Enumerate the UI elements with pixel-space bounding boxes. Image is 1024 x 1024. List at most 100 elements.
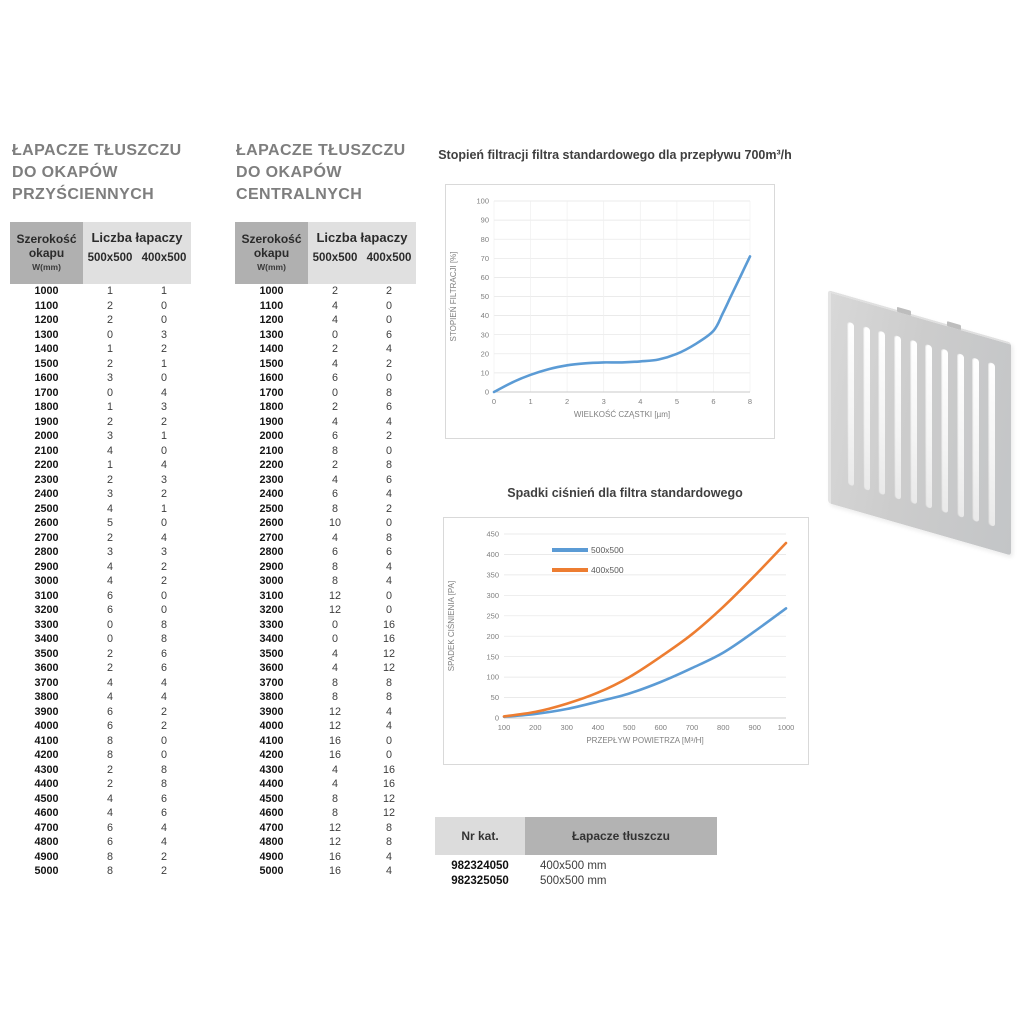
table-cell: 0 <box>386 517 393 529</box>
table-cell: 12 <box>383 647 396 660</box>
pressure-chart-svg: 0 50 100 150 200 250 300 350 400 450 100 200 300 400 5… <box>447 530 794 745</box>
table-row: 5000 16 4 <box>235 864 416 879</box>
table-row: 3200 6 0 <box>10 603 191 618</box>
table-cell: 2300 <box>259 473 284 486</box>
table-cell: 6 <box>106 604 113 616</box>
table-cell: 5000 <box>259 865 284 877</box>
table-cell: 8 <box>386 386 393 399</box>
table-row: 3300 0 16 <box>235 618 416 633</box>
header-unit: W(mm) <box>32 262 61 272</box>
table-cell: 4800 <box>259 836 284 848</box>
table-cell: 2 <box>106 647 113 660</box>
table-row: 4800 6 4 <box>10 835 191 850</box>
table-row: 1100 2 0 <box>10 299 191 314</box>
table-cell: 0 <box>386 444 393 457</box>
catalog-number-table: Nr kat. Łapacze tłuszczu 982324050 400x50… <box>435 817 717 889</box>
table-cell: 982324050 <box>451 860 509 872</box>
table-cell: 0 <box>386 604 393 616</box>
x-tick-label: 100 <box>498 723 511 732</box>
table-row: 1600 6 0 <box>235 371 416 386</box>
catalog-header-traps: Łapacze tłuszczu <box>525 817 717 855</box>
table-cell: 1200 <box>34 314 59 326</box>
table-cell: 2 <box>386 502 393 515</box>
table-cell: 4400 <box>34 778 59 790</box>
table-row: 2600 5 0 <box>10 516 191 531</box>
table-cell: 4 <box>106 792 113 805</box>
table-cell: 4 <box>106 575 113 587</box>
table-cell: 4 <box>386 488 393 500</box>
table-cell: 4200 <box>259 749 284 761</box>
table-cell: 12 <box>328 821 341 834</box>
table-row: 2500 4 1 <box>10 502 191 517</box>
table-cell: 2 <box>106 531 113 544</box>
table-cell: 8 <box>161 618 168 631</box>
table-cell: 4300 <box>259 763 284 776</box>
table-cell: 2000 <box>34 430 59 442</box>
filter-slot <box>893 334 901 500</box>
table-cell: 6 <box>106 720 113 732</box>
table-cell: 3 <box>106 488 113 500</box>
table-cell: 8 <box>331 792 338 805</box>
table-cell: 0 <box>386 314 393 326</box>
table-cell: 6 <box>106 836 113 848</box>
table-cell: 3 <box>106 546 113 558</box>
table-cell: 6 <box>331 546 338 558</box>
table-row: 2700 4 8 <box>235 531 416 546</box>
table-cell: 2 <box>161 865 168 877</box>
table-cell: 3 <box>161 473 168 486</box>
table-row: 2900 4 2 <box>10 560 191 575</box>
table-cell: 0 <box>331 633 338 645</box>
table-cell: 2 <box>106 778 113 790</box>
x-tick-label: 300 <box>560 723 573 732</box>
header-text: Szerokość <box>241 232 302 246</box>
table-cell: 2400 <box>34 488 59 500</box>
table-cell: 4 <box>161 676 168 689</box>
table-cell: 1 <box>161 357 168 370</box>
filter-slot <box>987 361 995 527</box>
table-cell: 2400 <box>259 488 284 500</box>
table-row: 4800 12 8 <box>235 835 416 850</box>
table-cell: 4 <box>106 502 113 515</box>
filter-slot <box>847 321 854 487</box>
table-cell: 3 <box>161 401 168 413</box>
table-cell: 0 <box>106 328 113 341</box>
table-cell: 4 <box>106 691 113 703</box>
table-cell: 8 <box>386 836 393 848</box>
y-tick-label: 50 <box>491 693 499 702</box>
table-cell: 4100 <box>259 734 284 747</box>
table-row: 4000 6 2 <box>10 719 191 734</box>
x-tick-label: 400 <box>592 723 605 732</box>
table-cell: 4700 <box>34 821 59 834</box>
table-cell: 1700 <box>34 386 59 399</box>
table-cell: 8 <box>161 763 168 776</box>
table-cell: 2500 <box>259 502 284 515</box>
table-cell: 0 <box>161 299 168 312</box>
table-cell: 1900 <box>259 415 284 428</box>
table-cell: 0 <box>161 734 168 747</box>
table-cell: 16 <box>383 778 396 790</box>
table-cell: 3 <box>161 328 168 341</box>
table-cell: 2 <box>161 850 168 863</box>
table-cell: 4 <box>386 343 393 355</box>
pressure-chart: 0 50 100 150 200 250 300 350 400 450 100 200 300 400 5… <box>443 517 809 765</box>
table-cell: 12 <box>383 792 396 805</box>
header-text: Szerokość <box>16 232 77 246</box>
table-cell: 1600 <box>34 372 59 384</box>
header-text: okapu <box>28 246 65 260</box>
table-cell: 2500 <box>34 502 59 515</box>
table-cell: 3600 <box>34 662 59 674</box>
table-cell: 2700 <box>34 531 59 544</box>
table-cell: 6 <box>331 372 338 384</box>
table-cell: 2 <box>161 488 168 500</box>
table-cell: 2100 <box>259 444 284 457</box>
table-cell: 8 <box>386 691 393 703</box>
table-cell: 0 <box>386 372 393 384</box>
table-cell: 2 <box>161 415 168 428</box>
table-cell: 16 <box>328 865 341 877</box>
table-row: 1100 4 0 <box>235 299 416 314</box>
table-row: 1200 4 0 <box>235 313 416 328</box>
table-cell: 0 <box>386 749 393 761</box>
table-cell: 4 <box>161 459 168 471</box>
filter-slot <box>972 357 980 523</box>
table-cell: 4 <box>386 720 393 732</box>
